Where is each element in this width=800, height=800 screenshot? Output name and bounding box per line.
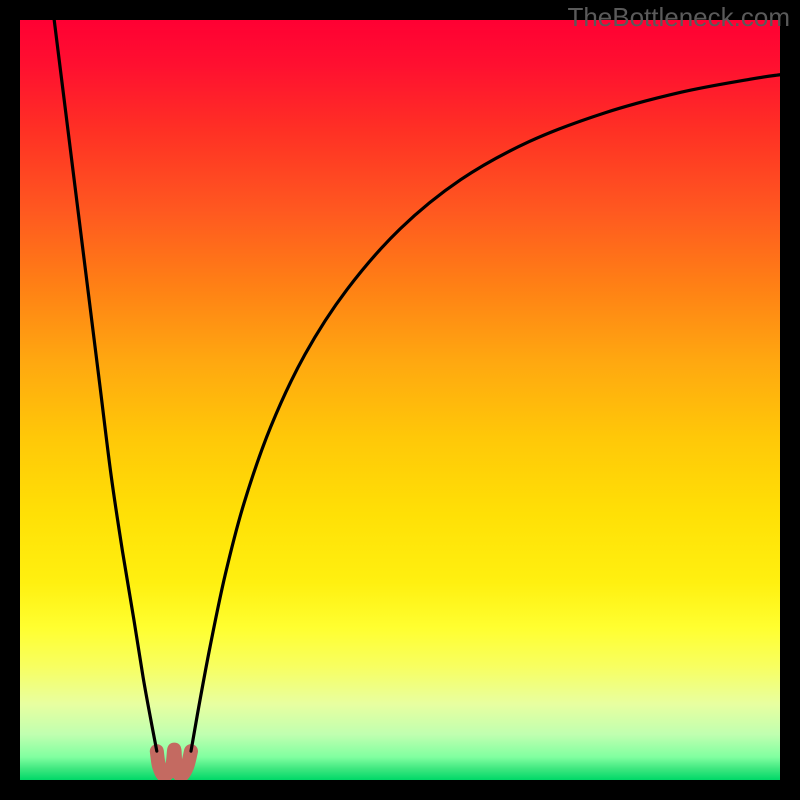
curve-left-branch	[54, 20, 157, 751]
notch-u-shape	[157, 750, 191, 776]
figure-root: TheBottleneck.com	[0, 0, 800, 800]
plot-area	[20, 20, 780, 780]
curve-right-branch	[191, 75, 780, 751]
watermark-text: TheBottleneck.com	[567, 2, 790, 33]
curve-layer	[20, 20, 780, 780]
